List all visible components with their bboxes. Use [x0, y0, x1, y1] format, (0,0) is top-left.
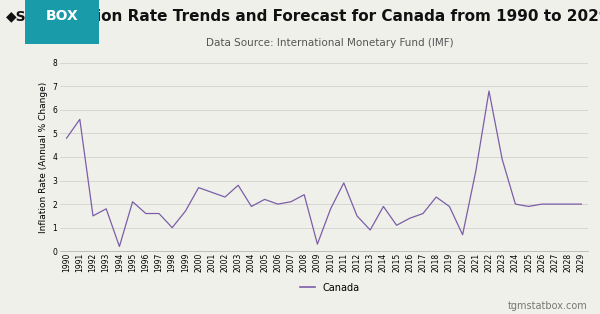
Text: tgmstatbox.com: tgmstatbox.com: [508, 301, 588, 311]
Text: BOX: BOX: [46, 9, 79, 24]
Text: Inflation Rate Trends and Forecast for Canada from 1990 to 2029: Inflation Rate Trends and Forecast for C…: [50, 9, 600, 24]
Legend: Canada: Canada: [296, 279, 364, 297]
Text: ◆STAT: ◆STAT: [6, 9, 55, 24]
Text: Data Source: International Monetary Fund (IMF): Data Source: International Monetary Fund…: [206, 38, 454, 48]
Y-axis label: Inflation Rate (Annual % Change): Inflation Rate (Annual % Change): [39, 81, 48, 233]
